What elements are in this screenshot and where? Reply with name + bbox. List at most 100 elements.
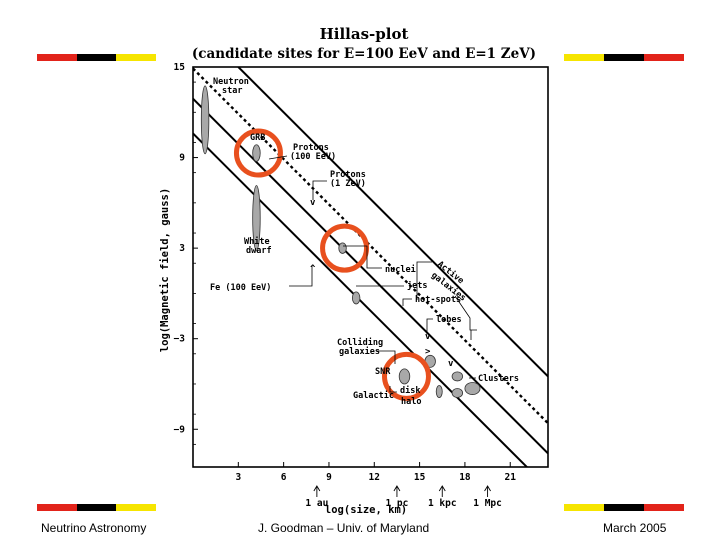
region-blob xyxy=(464,382,481,395)
region-blob xyxy=(351,291,361,305)
x-tick-label: 15 xyxy=(414,472,426,483)
boundary-line xyxy=(237,67,548,378)
boundary-lines xyxy=(193,67,548,467)
highlight-circles xyxy=(233,128,431,401)
axis-ticks: 3 6 9 12 15 18 21 15 9 3 −3 −9 xyxy=(174,62,517,483)
footer-left: Neutrino Astronomy xyxy=(41,521,147,535)
annotation-protons-100-1: Protons xyxy=(293,143,329,153)
annotation-nuclei: nuclei xyxy=(385,264,416,275)
annotation-lobes: lobes xyxy=(436,315,462,325)
y-tick-label: −3 xyxy=(174,334,186,345)
x-tick-label: 6 xyxy=(281,472,287,483)
arrow-mark: ^ xyxy=(310,264,316,274)
annotation-disk: disk xyxy=(400,385,420,396)
region-blob xyxy=(200,85,210,155)
annotation-galactic: Galactic xyxy=(353,390,394,401)
annotations: Neutron star GRB Protons (100 EeV) Proto… xyxy=(210,77,519,407)
source-regions xyxy=(200,85,481,398)
x-unit-markers: 1 au 1 pc 1 kpc 1 Mpc xyxy=(305,485,502,509)
flag-stripe-red xyxy=(644,504,684,511)
arrow-mark: v xyxy=(448,359,454,369)
region-blob xyxy=(451,388,464,398)
region-blob xyxy=(398,368,411,385)
y-tick-label: 3 xyxy=(179,243,185,254)
footer-right: March 2005 xyxy=(603,521,667,535)
flag-stripe-gold xyxy=(116,504,157,511)
boundary-line xyxy=(193,132,529,467)
leader-active xyxy=(416,261,477,340)
flag-stripe-black xyxy=(604,54,644,61)
flag-bar-top-right xyxy=(564,54,684,61)
flag-stripe-gold xyxy=(564,504,604,511)
footer-center: J. Goodman – Univ. of Maryland xyxy=(258,521,430,535)
region-blob xyxy=(252,185,261,251)
highlight-ring xyxy=(233,128,283,178)
flag-stripe-gold xyxy=(564,54,604,61)
flag-stripe-black xyxy=(76,54,117,61)
x-tick-label: 18 xyxy=(459,472,471,483)
unit-marker-label: 1 kpc xyxy=(428,498,457,509)
leader-protons-1zev xyxy=(312,180,327,200)
flag-bar-bottom-left xyxy=(37,504,157,511)
flag-stripe-red xyxy=(644,54,684,61)
annotation-snr: SNR xyxy=(375,367,391,377)
annotation-protons-1zev-2: (1 ZeV) xyxy=(330,179,366,189)
leader-galactic xyxy=(389,386,397,393)
leader-protons-100 xyxy=(268,155,288,160)
annotation-grb: GRB xyxy=(250,133,265,143)
chart-title: Hillas-plot xyxy=(320,25,409,43)
unit-marker-arrowhead xyxy=(393,485,401,492)
region-blob xyxy=(451,371,464,382)
highlight-ring xyxy=(381,351,431,401)
annotation-neutron-star: Neutron xyxy=(213,77,249,87)
flag-bar-bottom-right xyxy=(564,504,684,511)
arrow-mark: v xyxy=(310,198,316,208)
region-blob xyxy=(338,242,347,254)
annotation-white-dwarf-2: dwarf xyxy=(246,246,272,256)
unit-marker-label: 1 pc xyxy=(385,498,408,509)
region-blob xyxy=(252,144,261,162)
annotation-halo: halo xyxy=(401,397,421,407)
line-arrows: v ^ v > v xyxy=(310,198,454,369)
x-axis-label: log(size, km) xyxy=(325,504,407,516)
annotation-protons-100-2: (100 EeV) xyxy=(290,152,336,162)
arrow-mark: > xyxy=(425,347,431,357)
flag-stripe-red xyxy=(37,504,77,511)
unit-marker-arrowhead xyxy=(484,485,491,492)
leader-lobes xyxy=(426,318,433,334)
y-axis-label: log(Magnetic field, gauss) xyxy=(159,188,171,352)
annotation-protons-1zev-1: Protons xyxy=(330,170,366,180)
annotation-white-dwarf-1: White xyxy=(244,236,270,247)
flag-stripe-gold xyxy=(116,54,157,61)
unit-marker-label: 1 au xyxy=(305,498,328,509)
x-tick-label: 21 xyxy=(505,472,517,483)
annotation-colliding-1: Colliding xyxy=(337,337,383,348)
flag-stripe-black xyxy=(604,504,644,511)
annotation-clusters: Clusters xyxy=(478,374,519,384)
flag-bar-top-left xyxy=(37,54,157,61)
y-tick-label: 9 xyxy=(179,153,185,164)
unit-marker-arrowhead xyxy=(313,485,321,492)
leader-hot-spots xyxy=(402,298,412,306)
annotation-fe: Fe (100 EeV) xyxy=(210,283,271,293)
highlight-ring xyxy=(320,223,370,273)
y-tick-label: 15 xyxy=(174,62,186,73)
y-tick-label: −9 xyxy=(174,424,186,435)
annotation-hot-spots: hot-spots xyxy=(415,295,461,305)
annotation-leaders xyxy=(268,155,477,393)
boundary-line xyxy=(193,97,548,455)
chart-subtitle: (candidate sites for E=100 EeV and E=1 Z… xyxy=(192,46,536,62)
leader-fe xyxy=(289,266,313,287)
leader-nuclei xyxy=(343,245,382,269)
plot-frame xyxy=(192,66,549,468)
annotation-neutron-star-2: star xyxy=(222,86,242,96)
unit-marker-label: 1 Mpc xyxy=(473,498,502,509)
x-tick-label: 9 xyxy=(326,472,332,483)
x-tick-label: 3 xyxy=(235,472,241,483)
flag-stripe-black xyxy=(76,504,117,511)
leader-colliding xyxy=(376,350,396,364)
unit-marker-arrowhead xyxy=(438,485,446,492)
flag-stripe-red xyxy=(37,54,77,61)
region-blob xyxy=(435,385,443,398)
